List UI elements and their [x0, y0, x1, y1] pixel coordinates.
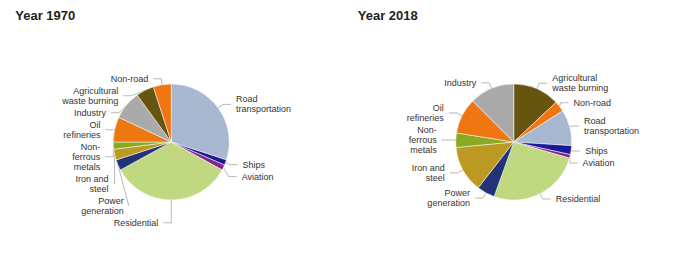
svg-text:Ships: Ships — [585, 146, 608, 156]
svg-text:Aviation: Aviation — [242, 172, 274, 182]
svg-text:steel: steel — [89, 184, 108, 194]
svg-text:Iron and: Iron and — [412, 163, 445, 173]
svg-text:waste burning: waste burning — [61, 96, 118, 106]
svg-text:refineries: refineries — [407, 113, 445, 123]
svg-text:Year 2018: Year 2018 — [358, 8, 418, 23]
svg-text:Iron and: Iron and — [75, 174, 108, 184]
svg-text:generation: generation — [81, 206, 124, 216]
svg-text:Industry: Industry — [74, 108, 107, 118]
svg-text:transportation: transportation — [584, 126, 639, 136]
svg-text:Agricultural: Agricultural — [73, 86, 118, 96]
svg-text:steel: steel — [426, 173, 445, 183]
svg-text:Aviation: Aviation — [583, 158, 615, 168]
svg-text:Road: Road — [236, 94, 258, 104]
svg-text:Non-road: Non-road — [574, 98, 612, 108]
svg-text:Oil: Oil — [89, 120, 100, 130]
svg-text:Residential: Residential — [114, 218, 159, 228]
svg-text:waste burning: waste burning — [551, 83, 608, 93]
svg-text:Non-road: Non-road — [111, 74, 149, 84]
svg-text:Ships: Ships — [243, 160, 266, 170]
svg-text:ferrous: ferrous — [409, 135, 438, 145]
svg-text:generation: generation — [427, 198, 470, 208]
svg-text:refineries: refineries — [63, 130, 101, 140]
svg-text:Road: Road — [584, 116, 606, 126]
svg-text:Power: Power — [98, 196, 124, 206]
svg-text:metals: metals — [74, 162, 101, 172]
svg-text:Non-: Non- — [81, 142, 101, 152]
svg-text:Industry: Industry — [444, 78, 477, 88]
svg-text:Agricultural: Agricultural — [552, 73, 597, 83]
svg-text:ferrous: ferrous — [72, 152, 101, 162]
svg-text:Non-: Non- — [417, 125, 437, 135]
svg-text:Power: Power — [444, 188, 470, 198]
svg-text:transportation: transportation — [236, 104, 291, 114]
svg-text:Oil: Oil — [433, 103, 444, 113]
svg-text:Year 1970: Year 1970 — [15, 8, 75, 23]
svg-text:Residential: Residential — [556, 194, 601, 204]
svg-text:metals: metals — [410, 145, 437, 155]
